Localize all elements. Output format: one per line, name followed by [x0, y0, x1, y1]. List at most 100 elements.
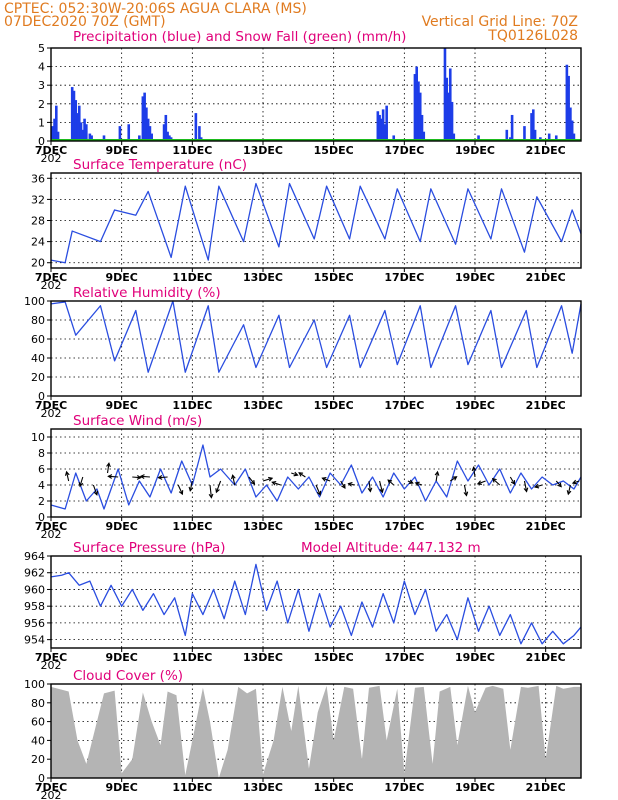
precip-bar	[83, 118, 86, 141]
rh-xtick-label: 13DEC	[243, 399, 283, 412]
precip-bar	[567, 75, 570, 141]
wind-xtick-label: 17DEC	[384, 520, 424, 533]
cloud-ytick-label: 60	[31, 716, 45, 729]
precip-bar	[88, 133, 92, 141]
pres-xtick-sublabel: 202	[41, 659, 62, 672]
precip-bar	[56, 131, 60, 141]
wind-frame	[50, 428, 582, 518]
precip-xtick-label: 21DEC	[526, 144, 566, 157]
wind-ytick-label: 10	[31, 431, 45, 444]
precip-bar	[85, 124, 88, 141]
wind-ytick-label: 4	[38, 479, 45, 492]
header-line1: CPTEC: 052:30W-20:06S AGUA CLARA (MS)	[4, 1, 307, 17]
wind-arrow	[248, 476, 256, 485]
temp-xtick-label: 9DEC	[105, 271, 137, 284]
precip-bar	[533, 129, 537, 141]
pres-frame	[50, 555, 582, 649]
rh-ytick-label: 60	[31, 333, 45, 346]
wind-arrow	[523, 480, 529, 493]
precip-bar	[51, 126, 55, 141]
temp-xtick-label: 17DEC	[384, 271, 424, 284]
panel-temperature: 20 24 28 32 36 7DEC 9DEC 11DEC 13DEC 15DEC 17DEC 1…	[31, 157, 582, 292]
wind-xtick-label: 21DEC	[526, 520, 566, 533]
temp-xtick-label: 7DEC	[35, 271, 67, 284]
header-code: TQ0126L028	[487, 28, 578, 44]
cloud-xtick-label: 21DEC	[526, 781, 566, 794]
precip-title: Precipitation (blue) and Snow Fall (gree…	[73, 29, 406, 45]
precip-bar	[79, 122, 83, 141]
cloud-xtick-label: 17DEC	[384, 781, 424, 794]
precip-bar	[569, 107, 572, 141]
rh-grid	[51, 301, 581, 396]
precip-bar	[447, 92, 450, 141]
wind-xtick-label: 11DEC	[172, 520, 212, 533]
cloud-cover-area	[51, 685, 581, 778]
temp-ytick-label: 20	[31, 257, 45, 270]
temp-ytick-label: 32	[31, 193, 45, 206]
wind-arrow	[215, 480, 222, 494]
pres-ytick-label: 962	[24, 567, 45, 580]
temp-xtick-label: 21DEC	[526, 271, 566, 284]
wind-arrow	[379, 480, 384, 494]
wind-xtick-label: 15DEC	[314, 520, 354, 533]
precip-bar	[77, 105, 81, 141]
wind-grid	[51, 429, 581, 517]
rh-xtick-label: 21DEC	[526, 399, 566, 412]
precip-bar	[164, 114, 168, 141]
precip-bar	[505, 129, 509, 141]
precip-bar	[381, 109, 385, 141]
rh-title: Relative Humidity (%)	[73, 285, 221, 301]
precip-bar	[81, 129, 85, 141]
precip-bar	[145, 107, 148, 141]
precip-xtick-label: 13DEC	[243, 144, 283, 157]
panel-wind: 0 2 4 6 8 10 7DEC 9DEC 11DEC 13DEC 15DEC 17DEC 19DE…	[31, 413, 582, 541]
pres-series	[50, 563, 582, 645]
wind-ytick-label: 6	[38, 463, 45, 476]
temp-xtick-label: 19DEC	[455, 271, 495, 284]
wind-arrow	[407, 479, 414, 485]
panel-precipitation: 0 1 2 3 4 5 7DEC 9DEC 11DEC 13DEC 15DEC 17DEC 19DEC…	[35, 29, 582, 165]
rh-ytick-label: 80	[31, 314, 45, 327]
pres-xtick-label: 11DEC	[172, 651, 212, 664]
precip-xtick-sublabel: 202	[41, 152, 62, 165]
rh-ytick-label: 40	[31, 352, 45, 365]
precip-bar	[376, 111, 380, 141]
wind-arrow	[476, 480, 486, 485]
temp-series-line	[50, 182, 582, 264]
pres-ytick-label: 964	[24, 550, 45, 563]
cloud-ytick-label: 100	[24, 678, 45, 691]
precip-bar	[420, 114, 424, 141]
pres-xtick-label: 13DEC	[243, 651, 283, 664]
rh-xtick-label: 9DEC	[105, 399, 137, 412]
temp-grid	[51, 173, 581, 268]
precip-bar	[53, 118, 56, 141]
temp-xtick-label: 15DEC	[314, 271, 354, 284]
pres-title: Surface Pressure (hPa)	[73, 540, 226, 556]
precip-bar	[418, 92, 422, 141]
wind-arrow	[534, 483, 543, 489]
pres-xticks: 7DEC 9DEC 11DEC 13DEC 15DEC 17DEC 19DEC 21DEC 20…	[35, 648, 566, 672]
wind-arrow	[107, 474, 119, 479]
precip-bar	[72, 90, 76, 141]
wind-series	[50, 444, 582, 510]
precip-bar	[141, 96, 145, 141]
precip-grid	[51, 48, 581, 141]
rh-xtick-label: 17DEC	[384, 399, 424, 412]
panel-pressure: 954 956 958 960 962 964 7DEC 9DEC 11DEC 13DEC 15D…	[24, 540, 582, 672]
cloud-ytick-label: 40	[31, 734, 45, 747]
cloud-ytick-label: 80	[31, 697, 45, 710]
precip-bar	[510, 114, 514, 141]
rh-ytick-label: 20	[31, 371, 45, 384]
precip-bar	[146, 118, 150, 141]
wind-arrow	[132, 475, 142, 480]
wind-arrow	[571, 479, 580, 485]
header-line2: 07DEC2020 70Z (GMT)	[4, 14, 166, 30]
wind-arrow	[78, 476, 84, 488]
precip-bar	[102, 135, 106, 141]
wind-arrow	[208, 484, 214, 499]
precip-ytick-label: 1	[38, 116, 45, 129]
temp-xtick-label: 13DEC	[243, 271, 283, 284]
pres-ytick-label: 960	[24, 583, 45, 596]
wind-arrow	[340, 480, 346, 489]
pres-grid	[51, 556, 581, 648]
